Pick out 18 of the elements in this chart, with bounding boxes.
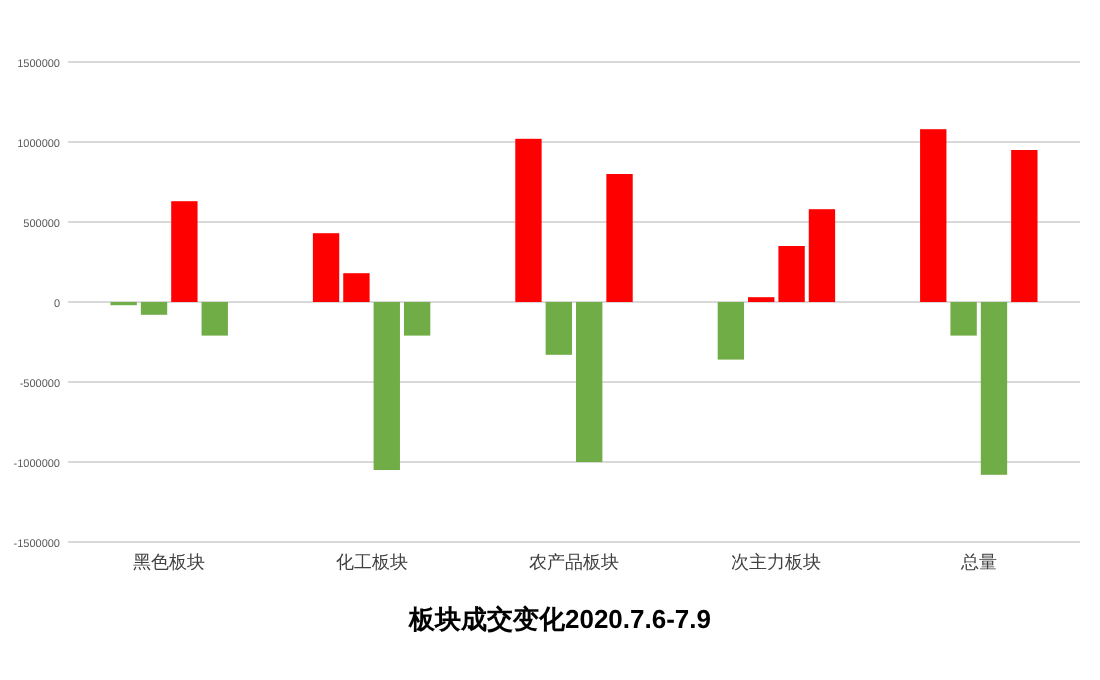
- text: 板块成交变化2020.7.6-7.9: [406, 604, 712, 634]
- bar: [606, 174, 633, 302]
- x-tick-label: 总量: [958, 552, 997, 572]
- bar: [1011, 150, 1038, 302]
- bar: [920, 129, 947, 302]
- x-tick-label: 黑色板块: [133, 552, 206, 572]
- bar: [576, 302, 603, 462]
- bar: [980, 302, 1008, 475]
- bar: [950, 302, 977, 336]
- bar: [373, 302, 400, 470]
- bar: [515, 138, 542, 302]
- x-tick-label: 化工板块: [335, 552, 408, 572]
- bar: [312, 233, 340, 302]
- x-tick-label: 次主力板块: [731, 552, 822, 572]
- bar: [140, 302, 168, 315]
- bar: [808, 209, 836, 302]
- x-tick-label: 农产品板块: [529, 552, 619, 572]
- bar: [545, 302, 572, 355]
